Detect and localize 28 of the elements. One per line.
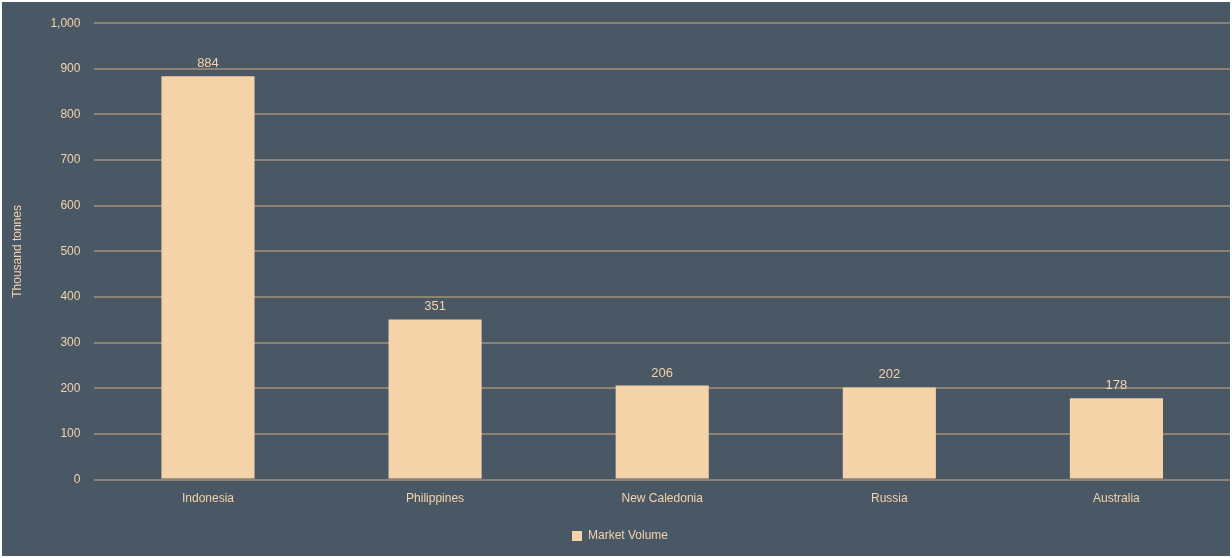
legend-label: Market Volume	[587, 528, 669, 543]
x-tick-label: Indonesia	[181, 491, 235, 506]
y-tick-label: 700	[60, 152, 81, 167]
data-label: 884	[197, 55, 219, 71]
y-tick-label: 500	[60, 243, 81, 258]
x-tick-label: Australia	[1093, 491, 1141, 506]
y-tick-label: 800	[60, 106, 81, 121]
y-tick-label: 400	[60, 289, 81, 304]
data-label: 206	[651, 364, 674, 380]
bar	[615, 385, 709, 479]
y-axis-title: Thousand tonnes	[9, 205, 24, 298]
y-tick-label: 1,000	[50, 15, 81, 30]
y-tick-label: 100	[60, 426, 81, 441]
y-tick-label: 300	[60, 334, 81, 349]
y-tick-label: 0	[73, 471, 81, 486]
bar	[388, 319, 482, 479]
data-label: 178	[1105, 377, 1128, 393]
bar	[842, 387, 936, 479]
x-tick-label: New Caledonia	[621, 491, 704, 506]
x-tick-label: Philippines	[406, 491, 465, 506]
bar	[161, 76, 255, 479]
y-tick-label: 900	[60, 61, 81, 76]
data-label: 202	[878, 366, 901, 382]
data-label: 351	[424, 298, 446, 314]
y-tick-label: 200	[60, 380, 81, 395]
y-tick-label: 600	[60, 198, 81, 213]
x-tick-label: Russia	[870, 491, 908, 506]
bar	[1069, 398, 1163, 479]
